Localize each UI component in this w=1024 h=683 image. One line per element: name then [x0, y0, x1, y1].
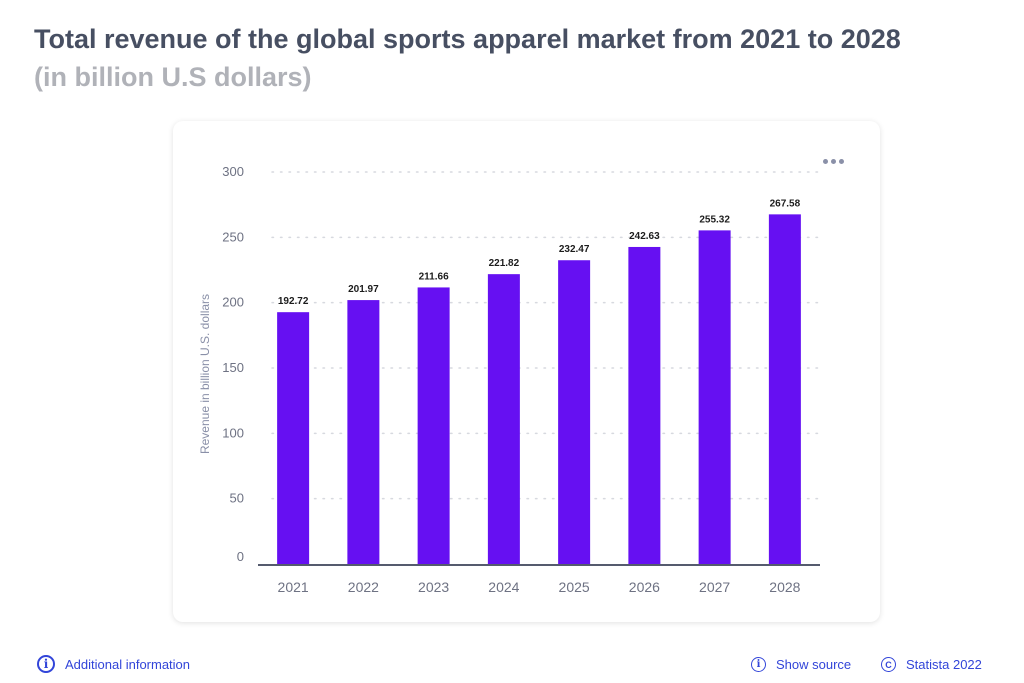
bar-2024[interactable] — [487, 274, 520, 564]
show-source-label: Show source — [776, 657, 852, 672]
show-source-link[interactable]: i Show source — [751, 657, 851, 672]
chart-subtitle: (in billion U.S dollars) — [34, 62, 312, 92]
more-options-button[interactable] — [818, 152, 848, 170]
bar-2021[interactable] — [277, 312, 310, 564]
additional-information-label: Additional information — [65, 656, 191, 672]
grid-lines — [271, 171, 821, 500]
x-tick-label-2023: 2023 — [418, 579, 449, 595]
x-tick-label-2022: 2022 — [348, 579, 379, 595]
x-tick-label-2026: 2026 — [629, 579, 660, 595]
data-label-2021: 192.72 — [278, 296, 309, 307]
chart-title: Total revenue of the global sports appar… — [34, 24, 901, 54]
bar-2027[interactable] — [698, 230, 731, 564]
y-tick-label: 0 — [237, 549, 244, 564]
info-icon: i — [751, 657, 766, 672]
x-tick-label-2028: 2028 — [769, 579, 800, 595]
data-label-2022: 201.97 — [348, 284, 379, 295]
y-tick-label: 250 — [222, 229, 244, 244]
x-tick-label-2021: 2021 — [278, 579, 309, 595]
y-tick-label: 100 — [222, 425, 244, 440]
y-axis-title: Revenue in billion U.S. dollars — [198, 294, 212, 454]
y-tick-label: 150 — [222, 360, 244, 375]
y-tick-label: 50 — [230, 491, 244, 506]
more-options-icon — [822, 158, 828, 164]
data-label-2027: 255.32 — [699, 214, 730, 225]
bar-2022[interactable] — [347, 300, 380, 564]
y-axis-ticks: 0 50 100 150 200 250 300 — [222, 164, 244, 564]
info-icon: i — [37, 655, 55, 673]
x-axis-ticks: 2021 2022 2023 2024 2025 2026 2027 2028 — [278, 579, 801, 595]
x-tick-label-2025: 2025 — [559, 579, 590, 595]
copyright-label: Statista 2022 — [906, 657, 982, 672]
bar-2028[interactable] — [768, 214, 801, 565]
x-tick-label-2027: 2027 — [699, 579, 730, 595]
bar-2025[interactable] — [558, 260, 591, 564]
y-tick-label: 300 — [222, 164, 244, 179]
bar-2023[interactable] — [417, 287, 450, 564]
y-tick-label: 200 — [222, 295, 244, 310]
bars — [277, 214, 801, 565]
additional-information-link[interactable]: i Additional information — [37, 655, 190, 673]
copyright-notice: C Statista 2022 — [881, 657, 982, 672]
data-label-2025: 232.47 — [559, 244, 590, 255]
data-label-2028: 267.58 — [770, 198, 801, 209]
bar-2026[interactable] — [628, 246, 661, 564]
x-tick-label-2024: 2024 — [488, 579, 519, 595]
data-label-2023: 211.66 — [419, 271, 449, 282]
data-label-2026: 242.63 — [629, 231, 660, 242]
copyright-icon: C — [881, 657, 896, 672]
data-label-2024: 221.82 — [489, 258, 520, 269]
data-labels: 192.72 201.97 211.66 221.82 232.47 242.63 255.… — [278, 198, 801, 307]
